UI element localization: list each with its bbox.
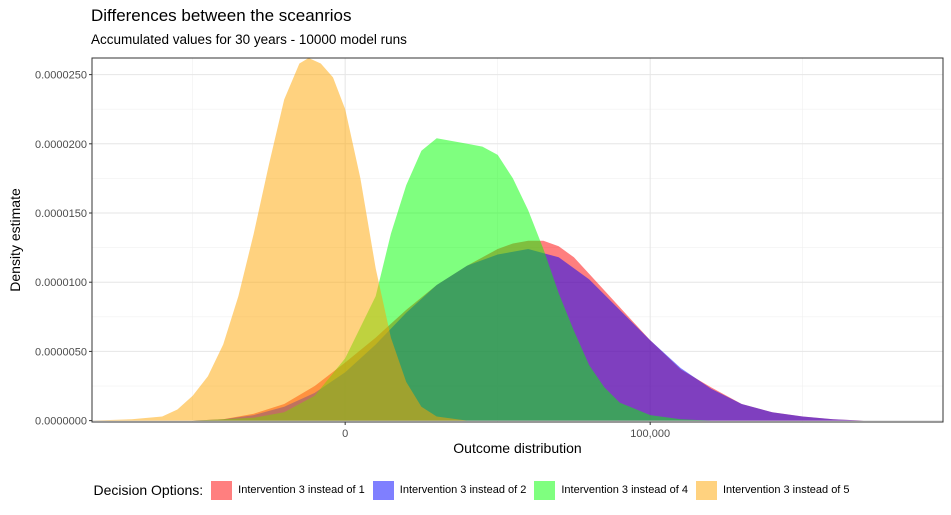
legend-item-3: Intervention 3 instead of 4 [534, 480, 688, 500]
legend-item-4: Intervention 3 instead of 5 [695, 480, 850, 500]
y-axis-title: Density estimate [7, 188, 23, 292]
legend-key-4 [695, 480, 717, 500]
legend-key-1 [211, 480, 233, 500]
legend-label-2: Intervention 3 instead of 2 [399, 484, 527, 496]
y-tick-label: 0.0000050 [35, 346, 87, 358]
x-tick-label: 100,000 [630, 428, 670, 440]
legend-label-1: Intervention 3 instead of 1 [238, 484, 365, 496]
y-tick-label: 0.0000200 [35, 139, 87, 151]
y-tick-label: 0.0000250 [35, 70, 87, 82]
y-tick-label: 0.0000000 [35, 416, 87, 428]
chart-title: Differences between the sceanrios [91, 6, 352, 25]
x-axis-title: Outcome distribution [453, 440, 581, 456]
density-area-3 [192, 138, 712, 421]
legend-label-4: Intervention 3 instead of 5 [722, 484, 850, 496]
legend-label-3: Intervention 3 instead of 4 [561, 484, 688, 496]
y-tick-label: 0.0000150 [35, 208, 87, 220]
legend-key-3 [534, 480, 556, 500]
density-area-4 [92, 58, 468, 421]
legend-item-1: Intervention 3 instead of 1 [211, 480, 365, 500]
y-tick-label: 0.0000100 [35, 277, 87, 289]
legend: Decision Options: Intervention 3 instead… [0, 479, 951, 501]
chart-subtitle: Accumulated values for 30 years - 10000 … [91, 32, 407, 47]
x-tick-label: 0 [342, 428, 348, 440]
density-chart: 0.0000000 0.0000050 0.0000100 0.0000150 0.00… [7, 57, 944, 456]
legend-key-2 [372, 480, 394, 500]
legend-title: Decision Options: [93, 482, 204, 498]
legend-item-2: Intervention 3 instead of 2 [372, 480, 527, 500]
plot-border [91, 57, 944, 423]
